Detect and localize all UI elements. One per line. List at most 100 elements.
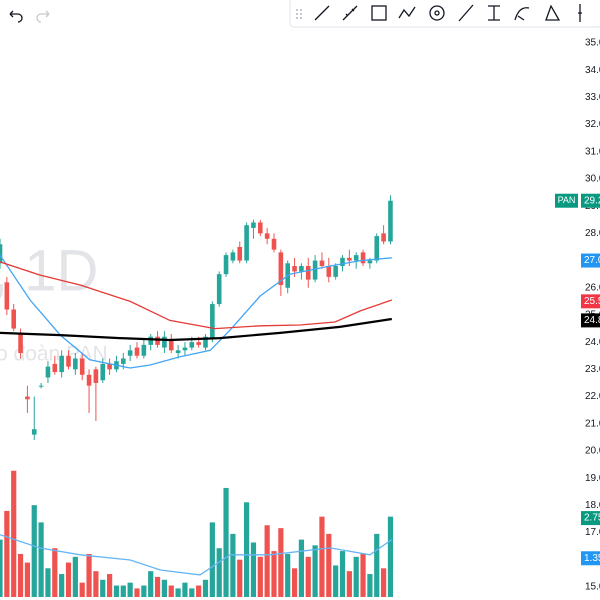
candle-body [388, 200, 393, 242]
candle-body [326, 265, 332, 277]
candle-body [230, 252, 236, 261]
volume-bar [339, 551, 346, 597]
volume-bar [264, 525, 270, 597]
volume-bar [223, 487, 229, 597]
volume-bar [237, 559, 243, 597]
volume-bar [333, 565, 339, 597]
volume-bar [79, 582, 85, 597]
candle-body [52, 363, 58, 373]
symbol-tag: PAN [558, 195, 576, 205]
price-label-box [581, 193, 600, 208]
candle-body [353, 255, 359, 261]
candle-body [278, 252, 284, 286]
symbol-tag-box [555, 193, 578, 208]
candle-body [264, 233, 270, 239]
price-label-box [581, 294, 600, 309]
brush-tool[interactable] [458, 4, 474, 22]
y-tick-label: 22.0 [585, 391, 600, 402]
volume-bar [298, 539, 304, 597]
pattern-tool[interactable] [514, 7, 530, 21]
trend-line-tool[interactable] [314, 5, 330, 21]
candle-body [189, 342, 195, 348]
y-tick-label: 19.0 [585, 473, 600, 484]
candle-body [0, 244, 3, 264]
y-tick-label: 24.0 [585, 337, 600, 348]
price-label: 29.2 [584, 195, 600, 206]
price-label: 24.8 [584, 315, 600, 326]
volume-bar [326, 533, 332, 597]
y-tick-label: 30.0 [585, 174, 600, 185]
parallel-channel-tool[interactable] [342, 5, 358, 21]
candle-body [292, 265, 297, 272]
candle-body [305, 265, 311, 280]
volume-bar [175, 588, 181, 597]
candle-body [100, 363, 106, 381]
volume-bar [72, 556, 78, 597]
volume-bar [360, 553, 366, 597]
candle-body [210, 304, 215, 340]
volume-bar [319, 516, 325, 597]
y-tick-label: 18.0 [585, 500, 600, 511]
volume-bar [381, 568, 387, 597]
y-tick-label: 20.0 [585, 446, 600, 457]
volume-bar [230, 533, 236, 597]
candle-body [168, 339, 174, 351]
y-tick-label: 35.0 [585, 38, 600, 49]
y-tick-label: 21.0 [585, 418, 600, 429]
redo-button[interactable] [36, 10, 50, 23]
y-tick-label: 17.0 [585, 527, 600, 538]
candle-body [182, 347, 188, 351]
volume-bar [278, 528, 284, 597]
volume-bar [0, 539, 3, 597]
volume-bar [52, 548, 58, 597]
candle-body [333, 265, 338, 277]
y-tick-label: 28.0 [585, 228, 600, 239]
candle-body [312, 260, 318, 280]
volume-bar [196, 585, 202, 597]
measure-tool[interactable] [578, 4, 582, 22]
candle-body [251, 222, 256, 228]
candle-body [223, 255, 229, 275]
circle-tool[interactable] [429, 5, 445, 21]
candle-body [73, 358, 78, 370]
volume-bar [161, 579, 167, 597]
y-tick-label: 33.0 [585, 92, 600, 103]
volume-bar [86, 553, 92, 597]
candle-body [155, 336, 160, 345]
candle-body [162, 336, 167, 348]
volume-bar [93, 571, 99, 597]
price-label-box [581, 551, 600, 566]
volume-bar [216, 548, 222, 597]
volume-bar [250, 542, 257, 597]
path-tool[interactable] [398, 6, 416, 19]
candle-body [203, 336, 208, 348]
volume-bar [24, 562, 30, 597]
candle-body [45, 366, 51, 378]
candle-body [79, 358, 85, 375]
candle-body [121, 358, 126, 364]
undo-button[interactable] [9, 10, 23, 23]
volume-bar [11, 470, 17, 597]
candle-body [25, 396, 30, 400]
volume-bar [38, 522, 44, 597]
candle-body [299, 265, 304, 272]
volume-bar [168, 585, 174, 597]
volume-bar [285, 553, 291, 597]
candle-body [148, 336, 153, 345]
moving-average-line [0, 261, 393, 330]
volume-bar [305, 556, 311, 597]
price-label: 27.0 [584, 255, 600, 266]
candle-body [93, 369, 99, 383]
price-label-box [581, 313, 600, 328]
rectangle-tool[interactable] [371, 5, 387, 21]
price-label-box [581, 253, 600, 268]
text-tool[interactable] [488, 5, 500, 21]
volume-bar [134, 588, 140, 597]
candle-body [18, 333, 23, 354]
triangle-tool[interactable] [545, 4, 561, 21]
volume-bar [244, 502, 250, 597]
moving-average-line [0, 317, 392, 342]
volume-bar [291, 568, 298, 597]
